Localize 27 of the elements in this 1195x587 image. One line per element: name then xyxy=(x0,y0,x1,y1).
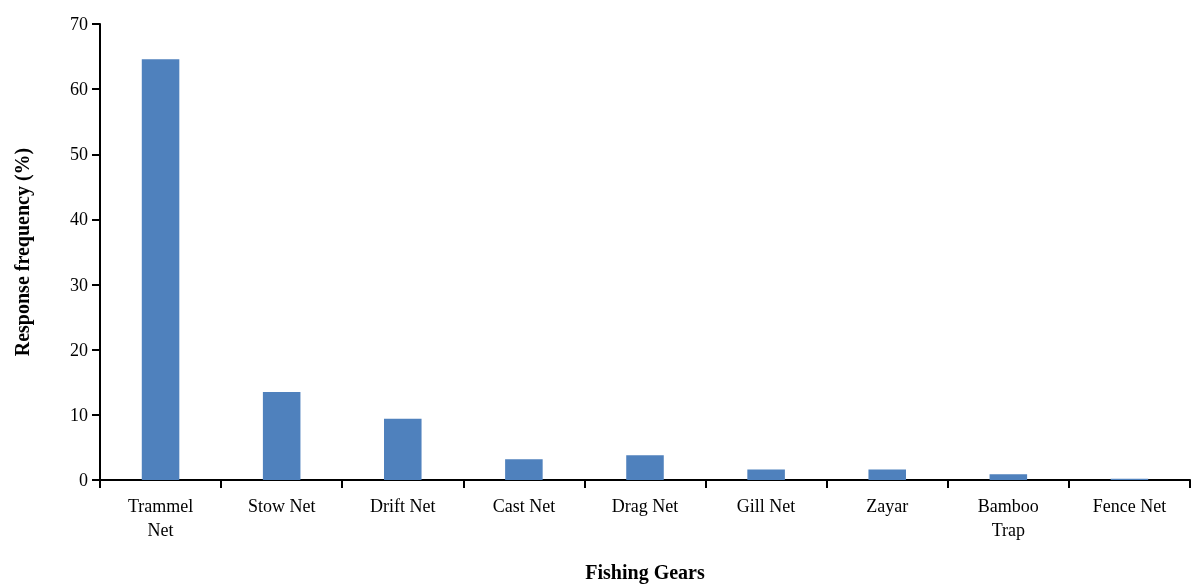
y-tick-label: 50 xyxy=(70,144,88,165)
bar xyxy=(262,392,301,480)
y-tick-label: 60 xyxy=(70,79,88,100)
y-tick-label: 10 xyxy=(70,404,88,425)
x-axis-title: Fishing Gears xyxy=(585,561,705,584)
y-tick-label: 0 xyxy=(79,470,88,490)
x-tick-label: Zayar xyxy=(866,496,909,516)
y-tick-label: 20 xyxy=(70,339,88,360)
x-tick-label: Gill Net xyxy=(736,496,796,516)
y-tick-label: 70 xyxy=(70,14,88,34)
y-axis-title: Response frequency (%) xyxy=(11,147,34,357)
bar xyxy=(141,59,180,480)
bar xyxy=(747,469,785,480)
x-tick-label: Stow Net xyxy=(247,496,316,516)
x-tick-label: Bamboo Trap xyxy=(977,496,1039,540)
y-tick-label: 30 xyxy=(70,274,88,295)
bar xyxy=(384,418,422,480)
x-tick-label: Trammel Net xyxy=(127,496,194,540)
bar xyxy=(505,459,543,480)
x-tick-label: Drag Net xyxy=(611,496,679,516)
x-tick-label: Cast Net xyxy=(492,496,556,516)
bar xyxy=(626,455,664,480)
x-tick-label: Fence Net xyxy=(1092,496,1167,516)
x-tick-label: Drift Net xyxy=(370,496,436,516)
bar xyxy=(868,469,906,480)
bar xyxy=(989,474,1028,480)
y-tick-label: 40 xyxy=(70,209,88,230)
